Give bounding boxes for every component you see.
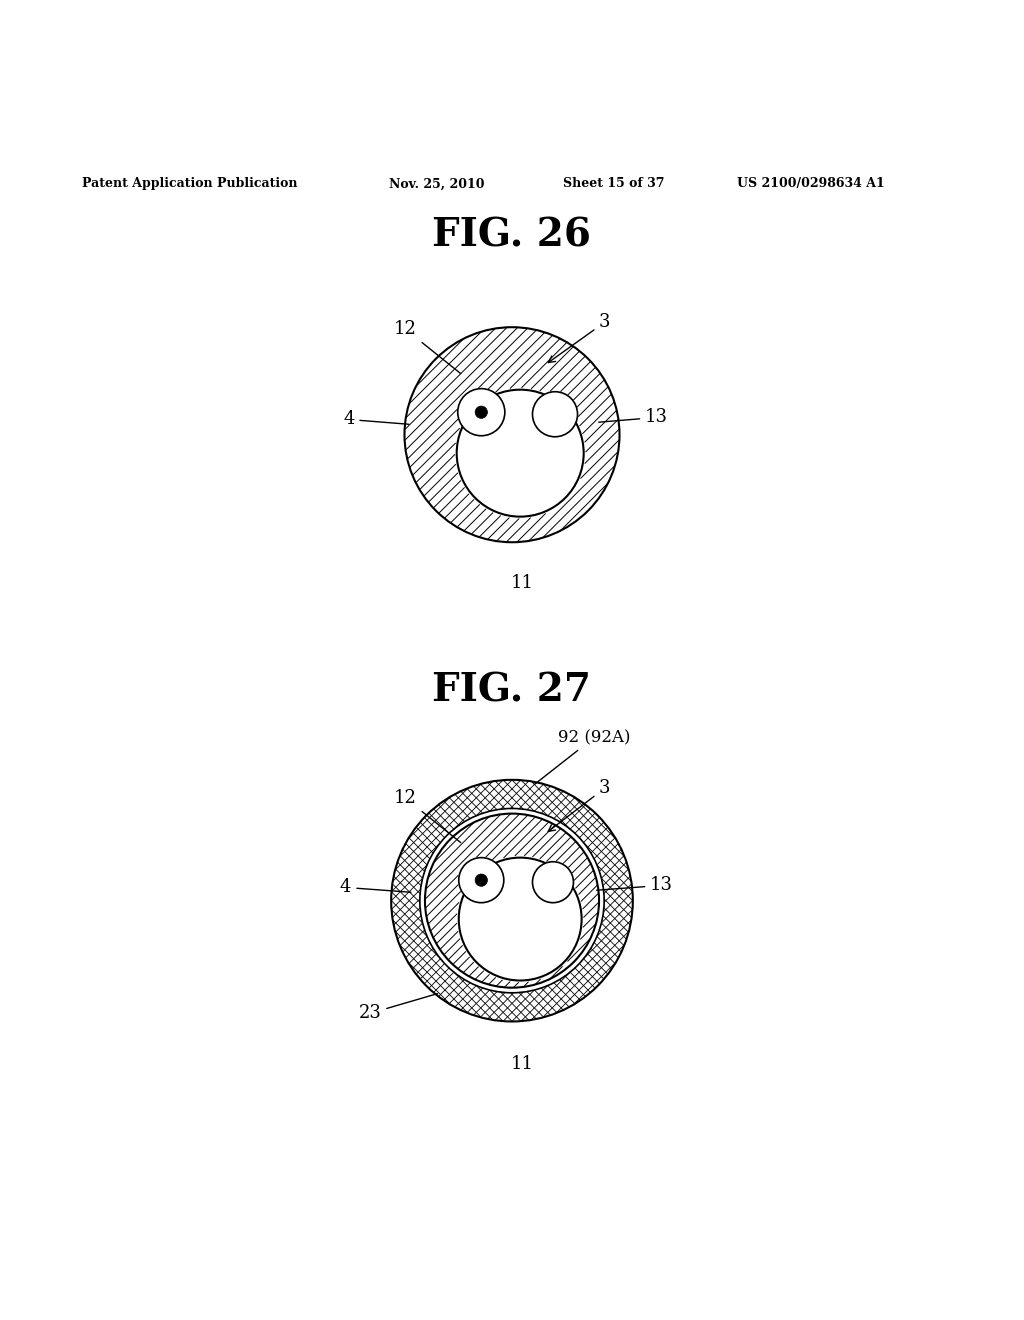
Circle shape	[458, 388, 505, 436]
Text: FIG. 26: FIG. 26	[432, 216, 592, 253]
Text: 12: 12	[394, 789, 461, 842]
Text: 92 (92A): 92 (92A)	[535, 729, 631, 784]
Text: 13: 13	[599, 408, 668, 426]
Text: 3: 3	[548, 313, 610, 363]
Text: FIG. 27: FIG. 27	[432, 672, 592, 710]
Text: 11: 11	[511, 1056, 534, 1073]
Text: Patent Application Publication: Patent Application Publication	[82, 177, 297, 190]
Text: 12: 12	[394, 321, 461, 374]
Circle shape	[391, 780, 633, 1022]
Text: US 2100/0298634 A1: US 2100/0298634 A1	[737, 177, 885, 190]
Circle shape	[459, 858, 582, 981]
Circle shape	[475, 874, 487, 886]
Text: 4: 4	[340, 878, 411, 896]
Text: 13: 13	[597, 876, 673, 895]
Text: Sheet 15 of 37: Sheet 15 of 37	[563, 177, 665, 190]
Circle shape	[532, 392, 578, 437]
Circle shape	[425, 813, 599, 987]
Text: 11: 11	[511, 574, 534, 593]
Circle shape	[475, 407, 487, 418]
Text: 23: 23	[358, 994, 437, 1023]
Circle shape	[459, 858, 504, 903]
Circle shape	[457, 389, 584, 516]
Text: 3: 3	[548, 779, 610, 832]
Circle shape	[532, 862, 573, 903]
Text: Nov. 25, 2010: Nov. 25, 2010	[389, 177, 484, 190]
Text: 4: 4	[343, 411, 409, 429]
